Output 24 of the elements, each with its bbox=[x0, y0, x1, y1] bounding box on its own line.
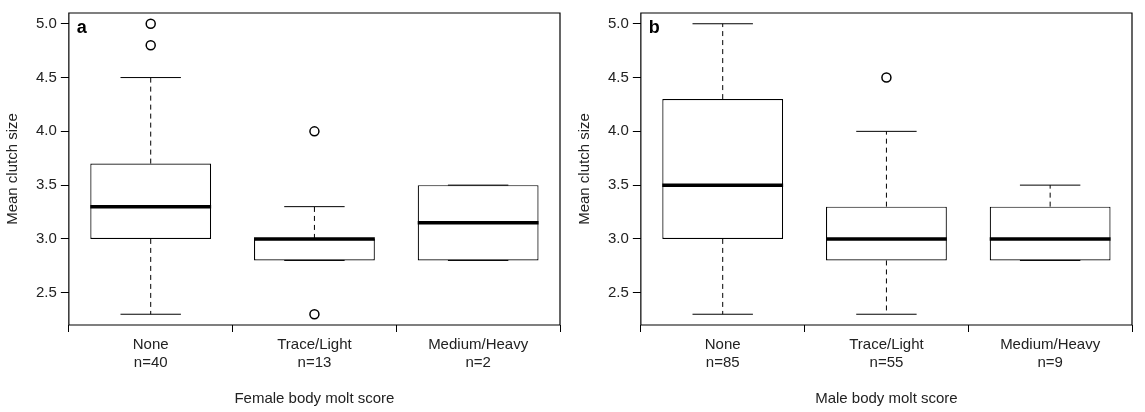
x-tick-label: Medium/Heavy n=2 bbox=[428, 335, 529, 371]
y-tick-label: 4.5 bbox=[35, 67, 57, 85]
annotation: b bbox=[648, 16, 660, 37]
x-tick-label: Trace/Light n=13 bbox=[277, 335, 353, 371]
y-axis-title: Mean clutch size bbox=[3, 113, 21, 225]
y-axis-title: Mean clutch size bbox=[575, 113, 593, 225]
y-tick-label: 5.0 bbox=[607, 13, 629, 31]
x-axis-title: Female body molt score bbox=[234, 389, 395, 407]
y-tick-label: 4.0 bbox=[35, 121, 57, 139]
y-tick-label: 3.5 bbox=[35, 175, 57, 193]
y-tick-label: 5.0 bbox=[35, 13, 57, 31]
y-tick-label: 4.0 bbox=[607, 121, 629, 139]
x-tick-label: Medium/Heavy n=9 bbox=[1000, 335, 1101, 371]
x-tick-label: None n=85 bbox=[704, 335, 741, 371]
y-tick-label: 3.5 bbox=[607, 175, 629, 193]
annotation: a bbox=[76, 16, 88, 37]
x-tick-label: Trace/Light n=55 bbox=[849, 335, 925, 371]
y-tick-label: 2.5 bbox=[35, 282, 57, 300]
y-tick-label: 2.5 bbox=[607, 282, 629, 300]
y-tick-label: 4.5 bbox=[607, 67, 629, 85]
x-tick-label: None n=40 bbox=[132, 335, 169, 371]
x-axis-title: Male body molt score bbox=[815, 389, 958, 407]
y-tick-label: 3.0 bbox=[35, 229, 57, 247]
y-tick-label: 3.0 bbox=[607, 229, 629, 247]
